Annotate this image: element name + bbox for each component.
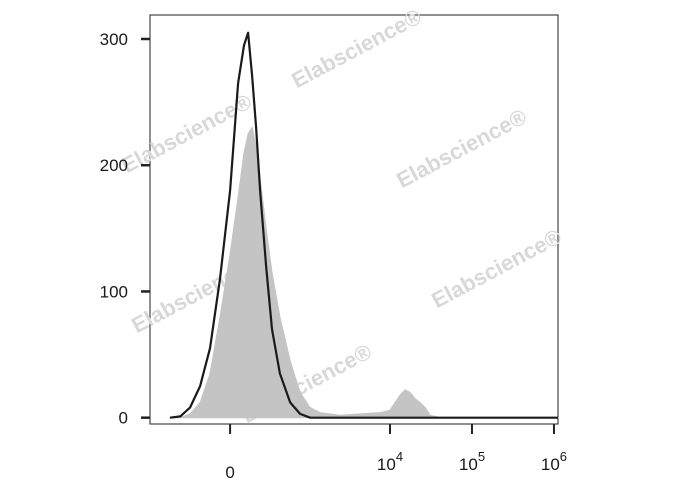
x-tick-base: 10: [459, 455, 478, 474]
y-tick-label: 0: [119, 409, 128, 428]
x-tick-label: 0: [225, 463, 234, 482]
histogram-line: [169, 31, 558, 419]
x-tick-label: 104: [377, 449, 403, 474]
x-tick-exponent: 4: [396, 449, 403, 464]
x-tick-label: 106: [541, 449, 567, 474]
plot-frame: [149, 14, 559, 425]
x-tick-label: 105: [459, 449, 485, 474]
x-tick-exponent: 6: [560, 449, 567, 464]
y-tick-label: 100: [100, 282, 128, 301]
watermark: Elabscience®: [392, 104, 530, 193]
watermark: Elabscience®: [287, 4, 425, 93]
watermark: Elabscience®: [427, 224, 565, 313]
x-tick-base: 10: [541, 455, 560, 474]
x-tick-exponent: 5: [478, 449, 485, 464]
x-tick-base: 10: [377, 455, 396, 474]
y-tick-label: 300: [100, 30, 128, 49]
y-tick-label: 200: [100, 156, 128, 175]
